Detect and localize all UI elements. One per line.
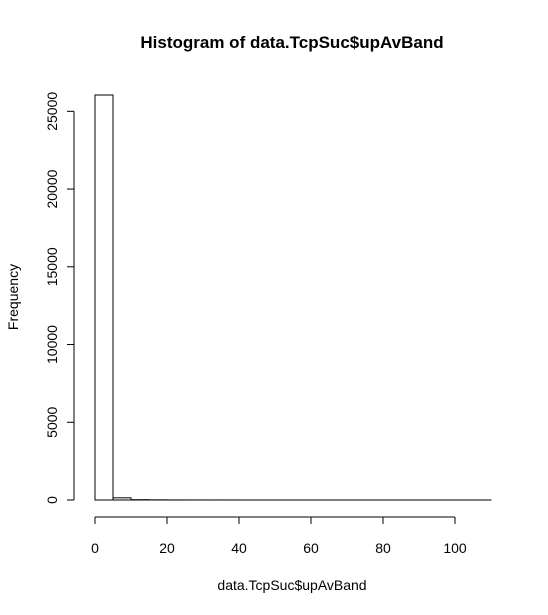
x-tick-label-40: 40 <box>231 540 247 556</box>
y-tick-label-0: 0 <box>44 496 60 504</box>
x-tick-label-80: 80 <box>375 540 391 556</box>
y-tick-label-10000: 10000 <box>44 325 60 364</box>
y-tick-label-20000: 20000 <box>44 169 60 208</box>
y-axis-ticks: 0 5000 10000 15000 20000 25000 <box>44 92 74 504</box>
y-axis-label: Frequency <box>5 264 21 330</box>
bars-group <box>94 94 492 501</box>
y-tick-label-5000: 5000 <box>44 406 60 437</box>
x-axis-ticks: 0 20 40 60 80 100 <box>91 517 467 556</box>
histogram-bar-0 <box>94 94 114 501</box>
histogram-bar-1 <box>112 497 132 501</box>
y-tick-label-15000: 15000 <box>44 247 60 286</box>
y-tick-label-25000: 25000 <box>44 92 60 131</box>
chart-title: Histogram of data.TcpSuc$upAvBand <box>140 33 443 52</box>
x-tick-label-20: 20 <box>159 540 175 556</box>
x-tick-label-0: 0 <box>91 540 99 556</box>
x-axis-label: data.TcpSuc$upAvBand <box>217 577 366 593</box>
x-tick-label-100: 100 <box>443 540 467 556</box>
x-tick-label-60: 60 <box>303 540 319 556</box>
